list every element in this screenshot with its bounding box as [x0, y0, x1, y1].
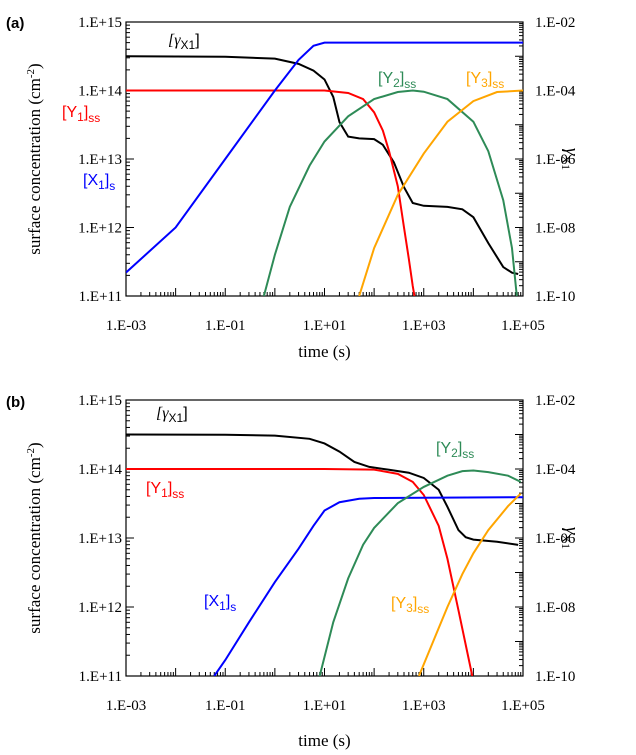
y-tick-label: 1.E+13	[78, 152, 122, 168]
series-line-x1	[126, 41, 523, 274]
panel-label: (a)	[6, 15, 24, 32]
y-tick-label: 1.E+12	[78, 600, 122, 616]
x-tick-label: 1.E+03	[402, 318, 446, 334]
y2-axis-label: γX1	[559, 527, 582, 549]
y2-tick-label: 1.E-10	[535, 669, 575, 685]
series-label-y3: [Y3]ss	[391, 595, 429, 616]
series-label-gamma: [γX1]	[156, 405, 188, 425]
y-tick-label: 1.E+14	[78, 462, 122, 478]
y2-tick-label: 1.E-02	[535, 393, 575, 409]
y2-axis-label: γX1	[559, 148, 582, 170]
y-axis-label: surface concentration (cm-2)	[25, 63, 44, 254]
series-label-y1: [Y1]ss	[62, 104, 100, 125]
chart-panel-a: 1.E-03 1.E-01 1.E+01 1.E+03 1.E+05 1.E+11 1.E+…	[6, 15, 582, 361]
x-tick-label: 1.E-01	[205, 698, 245, 714]
series-label-gamma: [γX1]	[168, 32, 200, 52]
x-axis-label: time (s)	[298, 342, 350, 361]
y-tick-label: 1.E+15	[78, 393, 122, 409]
series-line-gamma	[126, 55, 519, 275]
series-label-x1: [X1]s	[83, 172, 115, 193]
y-tick-label: 1.E+15	[78, 15, 122, 31]
y-tick-label: 1.E+14	[78, 84, 122, 100]
panel-label: (b)	[6, 394, 25, 411]
y2-tick-label: 1.E-08	[535, 221, 575, 237]
y2-tick-label: 1.E-02	[535, 15, 575, 31]
x-tick-label: 1.E+03	[402, 698, 446, 714]
series-label-y2: [Y2]ss	[378, 70, 416, 91]
series-line-gamma	[126, 433, 519, 546]
y2-tick-label: 1.E-06	[535, 531, 576, 547]
plot-frame	[125, 21, 524, 297]
x-tick-label: 1.E+01	[303, 318, 347, 334]
y2-tick-label: 1.E-08	[535, 600, 575, 616]
series-line-y3	[358, 89, 523, 296]
x-tick-label: 1.E+05	[501, 698, 545, 714]
series-line-y2	[318, 469, 522, 676]
series-line-y1	[126, 89, 416, 296]
x-axis-label: time (s)	[298, 731, 350, 750]
series-line-y1	[126, 468, 474, 676]
x-tick-label: 1.E+05	[501, 318, 545, 334]
y2-tick-label: 1.E-10	[535, 289, 575, 305]
series-label-y3: [Y3]ss	[466, 70, 504, 91]
series-label-y1: [Y1]ss	[146, 480, 184, 501]
x-tick-label: 1.E-01	[205, 318, 245, 334]
y-tick-label: 1.E+12	[78, 221, 122, 237]
y-tick-label: 1.E+13	[78, 531, 122, 547]
series-label-y2: [Y2]ss	[436, 440, 474, 461]
y2-tick-label: 1.E-04	[535, 84, 576, 100]
series-line-y2	[262, 89, 518, 296]
y2-tick-label: 1.E-06	[535, 152, 576, 168]
x-tick-label: 1.E-03	[106, 698, 146, 714]
y-tick-label: 1.E+11	[79, 289, 122, 305]
y2-tick-label: 1.E-04	[535, 462, 576, 478]
y-axis-label: surface concentration (cm-2)	[25, 442, 44, 633]
y-tick-label: 1.E+11	[79, 669, 122, 685]
series-label-x1: [X1]s	[204, 593, 236, 614]
series-line-x1	[213, 496, 523, 676]
series-line-y3	[418, 492, 522, 676]
x-tick-label: 1.E+01	[303, 698, 347, 714]
chart-panel-b: 1.E-03 1.E-01 1.E+01 1.E+03 1.E+05 1.E+11 1.E+…	[6, 393, 582, 750]
x-tick-label: 1.E-03	[106, 318, 146, 334]
